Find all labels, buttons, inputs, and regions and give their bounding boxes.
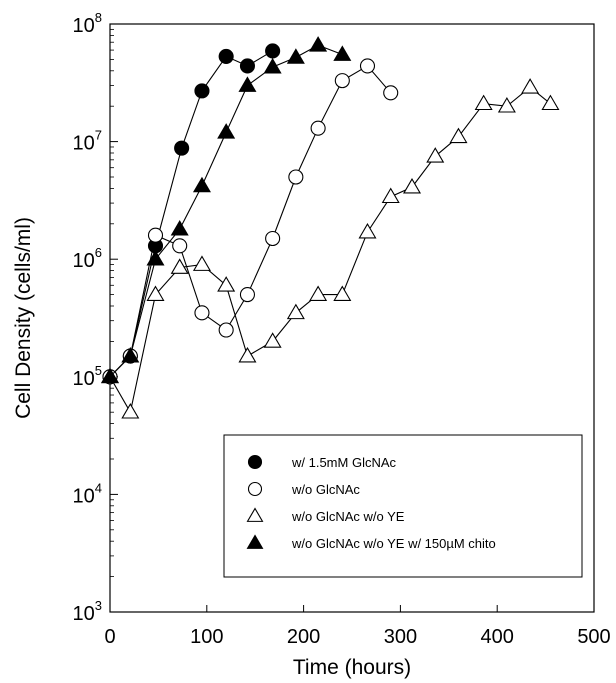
- data-point: [286, 48, 305, 64]
- y-tick-base: 10: [73, 368, 95, 390]
- data-point: [497, 97, 516, 113]
- data-point: [238, 76, 257, 92]
- data-point: [263, 57, 282, 74]
- y-tick-exponent: 8: [95, 10, 102, 25]
- x-tick-label: 0: [104, 626, 115, 648]
- y-tick-base: 10: [73, 485, 95, 507]
- y-tick-base: 10: [73, 133, 95, 155]
- data-point: [521, 78, 540, 94]
- data-point: [263, 332, 282, 348]
- data-point: [218, 48, 234, 64]
- legend-label: w/ 1.5mM GlcNAc: [291, 455, 397, 470]
- x-tick-label: 500: [577, 626, 610, 648]
- data-point: [192, 176, 211, 193]
- y-tick-label: 106: [73, 245, 102, 272]
- y-tick-base: 10: [73, 15, 95, 37]
- x-tick-label: 200: [287, 626, 320, 648]
- y-tick-exponent: 7: [95, 128, 102, 143]
- legend-label: w/o GlcNAc w/o YE w/ 150µM chito: [291, 536, 496, 551]
- data-point: [218, 322, 234, 338]
- y-tick-exponent: 5: [95, 363, 102, 378]
- legend-label: w/o GlcNAc w/o YE: [291, 509, 405, 524]
- legend-marker: [247, 481, 263, 497]
- data-point: [239, 287, 256, 303]
- data-point: [310, 120, 326, 136]
- data-point: [194, 83, 210, 99]
- y-tick-label: 107: [73, 128, 102, 155]
- y-tick-label: 108: [73, 10, 102, 37]
- x-axis-ticks: 0 100 200 300 400 500: [104, 605, 611, 648]
- y-tick-exponent: 4: [95, 480, 102, 495]
- data-point: [474, 94, 493, 111]
- data-point: [288, 169, 304, 185]
- data-point: [194, 305, 210, 321]
- data-point: [381, 187, 400, 204]
- data-point: [383, 85, 399, 101]
- data-point: [239, 58, 256, 74]
- data-point: [449, 127, 468, 144]
- data-point: [121, 403, 140, 419]
- y-tick-label: 103: [73, 598, 102, 625]
- data-point: [217, 276, 236, 292]
- y-axis-title: Cell Density (cells/ml): [12, 217, 35, 419]
- data-point: [541, 94, 560, 111]
- series-3: [100, 78, 560, 419]
- legend-box: [223, 434, 583, 578]
- x-tick-label: 300: [384, 626, 417, 648]
- data-point: [309, 285, 328, 301]
- legend-marker: [246, 507, 264, 522]
- y-tick-base: 10: [73, 250, 95, 272]
- data-point: [174, 140, 190, 156]
- data-point: [309, 36, 328, 52]
- y-tick-label: 104: [73, 480, 102, 507]
- y-tick-base: 10: [73, 603, 95, 625]
- data-point: [358, 222, 377, 239]
- y-tick-exponent: 3: [95, 598, 102, 613]
- data-point: [146, 250, 165, 266]
- data-point: [172, 238, 188, 254]
- x-tick-label: 400: [481, 626, 514, 648]
- series-layer: [100, 36, 560, 419]
- legend-label: w/o GlcNAc: [291, 482, 360, 497]
- data-point: [192, 255, 211, 271]
- x-tick-label: 100: [190, 626, 223, 648]
- data-point: [265, 230, 281, 247]
- data-point: [265, 43, 281, 59]
- data-point: [403, 177, 422, 194]
- data-point: [146, 285, 165, 301]
- y-tick-label: 105: [73, 363, 102, 390]
- data-point: [333, 285, 352, 301]
- legend: w/ 1.5mM GlcNAc w/o GlcNAc w/o GlcNAc w/o …: [223, 434, 583, 578]
- series-1: [102, 43, 281, 385]
- data-point: [333, 45, 352, 61]
- data-point: [359, 58, 376, 74]
- plot-area: [109, 23, 595, 613]
- data-point: [334, 73, 350, 89]
- x-axis-title: Time (hours): [293, 656, 411, 679]
- data-point: [286, 303, 305, 320]
- legend-marker: [247, 454, 263, 470]
- data-point: [147, 227, 164, 243]
- legend-marker: [246, 534, 264, 549]
- data-point: [121, 346, 140, 363]
- data-point: [426, 147, 445, 163]
- data-point: [170, 220, 189, 236]
- data-point: [100, 367, 120, 384]
- data-point: [217, 123, 236, 139]
- data-point: [238, 346, 257, 363]
- data-point: [170, 258, 189, 274]
- series-4: [100, 36, 352, 384]
- y-tick-exponent: 6: [95, 245, 102, 260]
- series-line: [109, 50, 273, 378]
- series-line: [109, 65, 392, 378]
